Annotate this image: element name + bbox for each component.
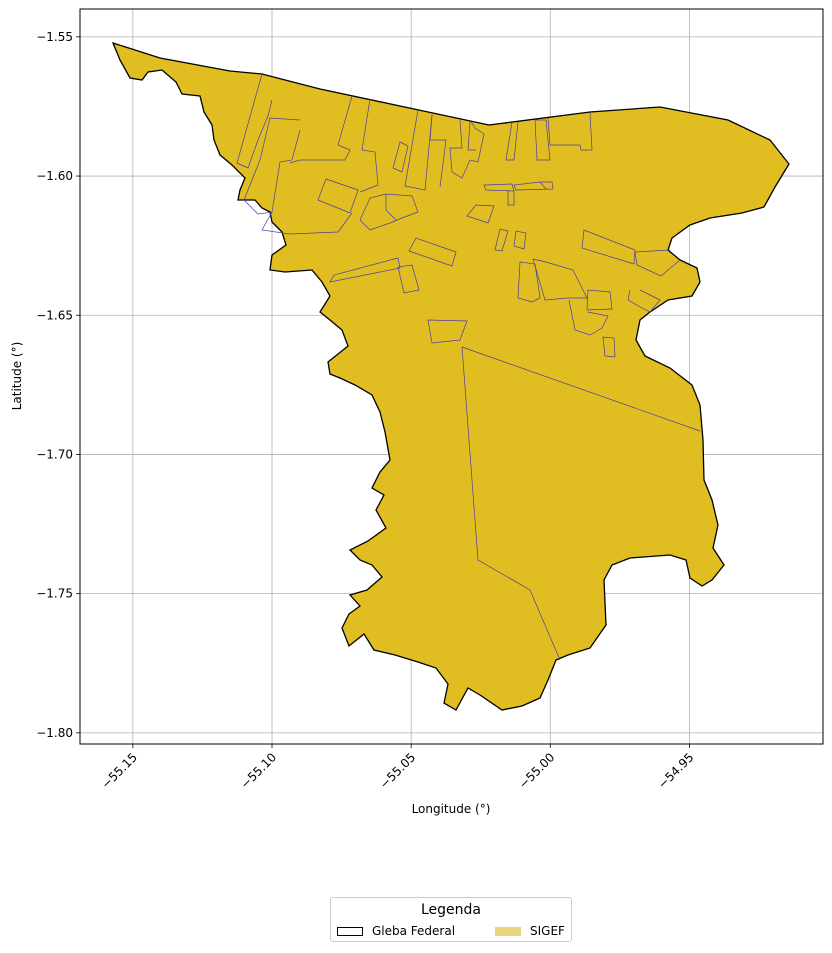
- parcel-large-south: [461, 346, 701, 661]
- sigef-parcels: [236, 73, 701, 661]
- parcel: [483, 183, 515, 206]
- y-tick-label: −1.60: [36, 169, 73, 183]
- x-axis-title: Longitude (°): [412, 802, 491, 816]
- parcel: [466, 204, 495, 224]
- x-tick-label: −55.10: [238, 750, 279, 791]
- parcel: [359, 98, 379, 193]
- legend-label-sigef: SIGEF: [530, 924, 565, 938]
- gleba-federal-swatch: [337, 926, 363, 936]
- parcel: [385, 194, 397, 221]
- legend-title: Legenda: [420, 902, 481, 918]
- sigef-swatch: [495, 926, 521, 936]
- parcel: [602, 336, 616, 358]
- legend-label-gleba-federal: Gleba Federal: [372, 924, 456, 938]
- parcel: [581, 229, 636, 265]
- parcel: [317, 178, 359, 214]
- parcel: [534, 119, 551, 161]
- y-axis: −1.55 −1.60 −1.65 −1.70 −1.75 −1.80: [36, 30, 80, 740]
- parcel: [261, 211, 353, 235]
- parcel: [513, 230, 527, 250]
- parcel: [449, 119, 485, 179]
- x-tick-label: −55.05: [377, 750, 418, 791]
- y-tick-label: −1.55: [36, 30, 73, 44]
- parcel: [397, 264, 420, 294]
- parcel: [517, 261, 541, 303]
- parcel: [427, 319, 468, 344]
- parcel: [586, 289, 613, 311]
- parcel: [568, 299, 609, 336]
- y-axis-title: Latitude (°): [10, 342, 24, 411]
- legend-entry-sigef: SIGEF: [495, 923, 565, 939]
- legend-entry-gleba-federal: Gleba Federal: [337, 923, 455, 939]
- sigef-area: [113, 43, 789, 710]
- parcel: [429, 114, 447, 188]
- parcel: [408, 237, 457, 267]
- x-tick-label: −55.00: [516, 750, 557, 791]
- gleba-federal-outline: [111, 41, 790, 711]
- plot-frame: [79, 8, 824, 745]
- x-axis: −55.15 −55.10 −55.05 −55.00 −54.95: [99, 744, 697, 792]
- parcel: [289, 95, 353, 164]
- parcel: [359, 193, 419, 231]
- legend: Legenda Gleba Federal SIGEF: [330, 897, 572, 942]
- y-tick-label: −1.75: [36, 587, 73, 601]
- y-tick-label: −1.80: [36, 726, 73, 740]
- x-tick-label: −55.15: [99, 750, 140, 791]
- parcel: [467, 121, 476, 151]
- parcel: [243, 117, 301, 215]
- parcel: [236, 73, 273, 169]
- parcel: [505, 121, 519, 161]
- parcel: [627, 289, 661, 313]
- parcel: [329, 257, 401, 283]
- parcel: [392, 141, 409, 173]
- parcel: [547, 112, 593, 151]
- parcel: [634, 249, 681, 277]
- parcel: [532, 258, 588, 301]
- y-tick-label: −1.65: [36, 308, 73, 322]
- parcel: [404, 109, 433, 191]
- x-tick-label: −54.95: [655, 750, 696, 791]
- y-tick-label: −1.70: [36, 447, 73, 461]
- parcel: [513, 181, 554, 191]
- parcel: [494, 228, 509, 252]
